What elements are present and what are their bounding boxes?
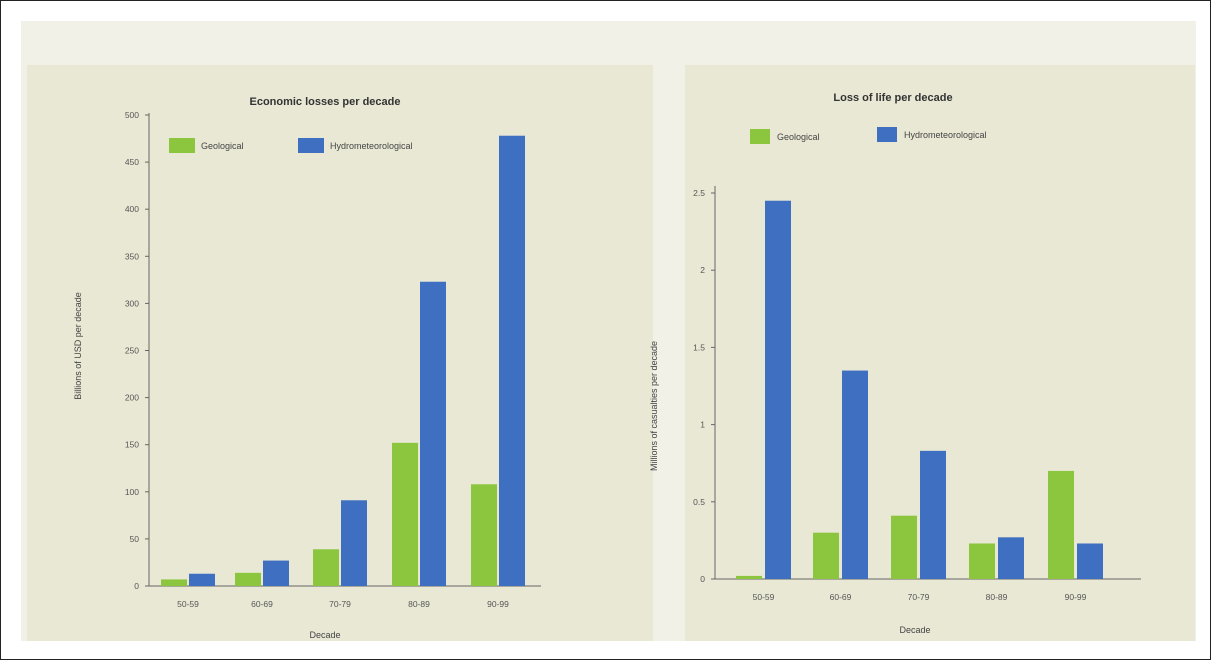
y-tick-label: 200 <box>125 393 139 403</box>
bar-geological-60-69 <box>235 572 261 586</box>
bar-hydrometeorological-70-79 <box>341 500 367 586</box>
legend-label-hydrometeorological: Hydrometeorological <box>904 130 987 140</box>
legend-label-geological: Geological <box>201 141 244 151</box>
x-tick-label: 70-79 <box>908 592 930 602</box>
x-ticks: 50-59 60-69 70-79 80-89 90-99 <box>177 599 509 609</box>
y-tick-label: 0.5 <box>693 497 705 507</box>
y-tick-label: 450 <box>125 157 139 167</box>
legend-label-geological: Geological <box>777 132 820 142</box>
x-tick-label: 80-89 <box>986 592 1008 602</box>
bar-geological-90-99 <box>1048 470 1074 579</box>
chart-title: Economic losses per decade <box>249 96 400 108</box>
bar-hydrometeorological-60-69 <box>842 370 868 579</box>
bars <box>736 200 1103 579</box>
x-ticks: 50-59 60-69 70-79 80-89 90-99 <box>753 592 1087 602</box>
bar-geological-90-99 <box>471 484 497 586</box>
y-tick-label: 2 <box>700 265 705 275</box>
bar-geological-70-79 <box>891 515 917 579</box>
x-tick-label: 90-99 <box>487 599 509 609</box>
chart-title: Loss of life per decade <box>833 92 952 104</box>
bar-hydrometeorological-80-89 <box>420 281 446 586</box>
bar-geological-50-59 <box>161 579 187 586</box>
y-tick-label: 350 <box>125 251 139 261</box>
y-tick-label: 50 <box>130 534 140 544</box>
y-tick-label: 0 <box>134 581 139 591</box>
x-axis-title: Decade <box>309 630 340 640</box>
bar-hydrometeorological-50-59 <box>765 200 791 579</box>
legend-swatch-geological <box>750 129 770 144</box>
chart-panel-economic <box>27 65 653 641</box>
bars <box>161 135 525 586</box>
y-ticks: 0 50 100 150 200 250 300 350 400 450 500 <box>125 110 149 591</box>
bar-geological-50-59 <box>736 575 762 579</box>
y-tick-label: 1 <box>700 420 705 430</box>
y-tick-label: 400 <box>125 204 139 214</box>
bar-hydrometeorological-60-69 <box>263 560 289 586</box>
x-axis-title: Decade <box>899 625 930 635</box>
x-tick-label: 50-59 <box>753 592 775 602</box>
bar-hydrometeorological-70-79 <box>920 450 946 579</box>
y-tick-label: 300 <box>125 298 139 308</box>
y-tick-label: 100 <box>125 487 139 497</box>
x-tick-label: 50-59 <box>177 599 199 609</box>
y-tick-label: 150 <box>125 440 139 450</box>
y-tick-label: 1.5 <box>693 342 705 352</box>
y-tick-label: 500 <box>125 110 139 120</box>
bar-hydrometeorological-80-89 <box>998 537 1024 579</box>
legend-swatch-hydrometeorological <box>298 138 324 153</box>
y-axis-title: Billions of USD per decade <box>73 292 83 400</box>
x-tick-label: 70-79 <box>329 599 351 609</box>
bar-geological-80-89 <box>392 442 418 586</box>
x-tick-label: 60-69 <box>830 592 852 602</box>
bar-hydrometeorological-90-99 <box>1077 543 1103 579</box>
legend-swatch-hydrometeorological <box>877 127 897 142</box>
y-tick-label: 250 <box>125 346 139 356</box>
legend-swatch-geological <box>169 138 195 153</box>
x-tick-label: 80-89 <box>408 599 430 609</box>
bar-geological-70-79 <box>313 549 339 586</box>
legend-label-hydrometeorological: Hydrometeorological <box>330 141 413 151</box>
y-ticks: 0 0.5 1 1.5 2 2.5 <box>693 188 715 584</box>
bar-geological-60-69 <box>813 532 839 579</box>
bar-hydrometeorological-90-99 <box>499 135 525 586</box>
legend: Geological Hydrometeorological <box>169 138 413 153</box>
x-tick-label: 90-99 <box>1065 592 1087 602</box>
y-axis-title: Millions of casualties per decade <box>649 341 659 471</box>
legend: Geological Hydrometeorological <box>750 127 987 144</box>
bar-geological-80-89 <box>969 543 995 579</box>
bar-hydrometeorological-50-59 <box>189 573 215 586</box>
y-tick-label: 0 <box>700 574 705 584</box>
x-tick-label: 60-69 <box>251 599 273 609</box>
y-tick-label: 2.5 <box>693 188 705 198</box>
